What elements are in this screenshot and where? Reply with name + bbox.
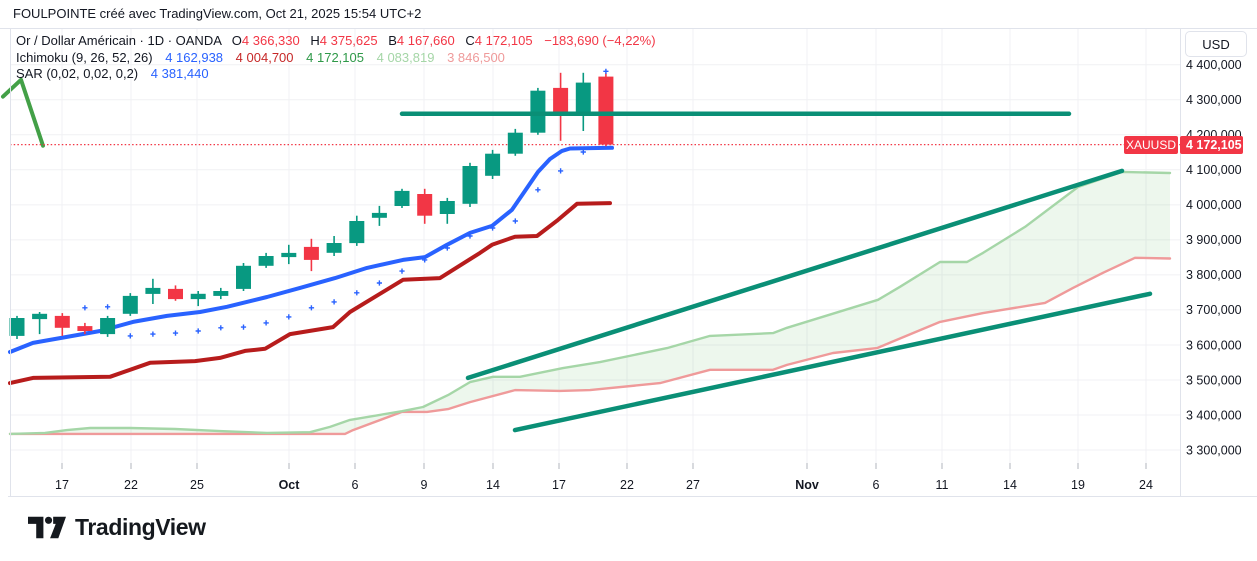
low-value: 4 167,660 xyxy=(396,33,455,48)
sar-dots xyxy=(82,68,609,339)
change-value: −183,690 (−4,22%) xyxy=(544,33,656,48)
symbol-legend-row[interactable]: Or / Dollar Américain · 1D · OANDA O4 36… xyxy=(16,33,656,50)
low-label: B xyxy=(388,33,397,48)
ichimoku-tenkan-line xyxy=(8,145,614,354)
last-price-symbol: XAUUSD xyxy=(1124,136,1178,154)
svg-text:17: 17 xyxy=(552,478,566,492)
tradingview-brand-text: TradingView xyxy=(75,514,206,540)
close-value: 4 172,105 xyxy=(474,33,533,48)
ichimoku-base-value: 4 004,700 xyxy=(235,49,294,65)
svg-text:Nov: Nov xyxy=(795,478,819,492)
svg-text:6: 6 xyxy=(352,478,359,492)
panel-borders xyxy=(0,28,1257,497)
time-axis[interactable]: 17 22 25 Oct 6 9 14 17 22 27 Nov 6 11 14 19 24 xyxy=(55,478,1153,492)
svg-text:3 600,000: 3 600,000 xyxy=(1186,338,1242,352)
svg-text:27: 27 xyxy=(686,478,700,492)
svg-text:6: 6 xyxy=(873,478,880,492)
svg-text:17: 17 xyxy=(55,478,69,492)
svg-text:4 400,000: 4 400,000 xyxy=(1186,58,1242,72)
svg-text:3 700,000: 3 700,000 xyxy=(1186,303,1242,317)
svg-text:22: 22 xyxy=(124,478,138,492)
ichimoku-conversion-value: 4 162,938 xyxy=(165,49,224,65)
svg-text:3 800,000: 3 800,000 xyxy=(1186,268,1242,282)
grid xyxy=(10,28,1180,469)
svg-text:3 400,000: 3 400,000 xyxy=(1186,408,1242,422)
tradingview-footer-logo[interactable]: TradingView xyxy=(28,514,206,541)
high-label: H xyxy=(310,33,320,48)
svg-text:4 300,000: 4 300,000 xyxy=(1186,93,1242,107)
candles xyxy=(9,72,614,339)
svg-text:4 000,000: 4 000,000 xyxy=(1186,198,1242,212)
ichimoku-lagging-value: 4 172,105 xyxy=(306,49,364,65)
last-price-label: XAUUSD 4 172,105 xyxy=(1124,136,1243,154)
svg-text:4 100,000: 4 100,000 xyxy=(1186,163,1242,177)
ichimoku-label: Ichimoku (9, 26, 52, 26) xyxy=(16,49,153,65)
close-label: C xyxy=(465,33,475,48)
svg-text:19: 19 xyxy=(1071,478,1085,492)
last-price-value: 4 172,105 xyxy=(1180,136,1243,154)
svg-text:14: 14 xyxy=(486,478,500,492)
svg-text:Oct: Oct xyxy=(279,478,301,492)
svg-text:11: 11 xyxy=(936,478,949,492)
svg-text:14: 14 xyxy=(1003,478,1017,492)
ichimoku-lead1-value: 4 083,819 xyxy=(376,49,435,65)
trendline-drawings[interactable] xyxy=(399,111,1153,433)
svg-text:3 300,000: 3 300,000 xyxy=(1186,443,1242,457)
tradingview-logo-icon xyxy=(28,516,66,539)
high-value: 4 375,625 xyxy=(319,33,378,48)
svg-text:3 500,000: 3 500,000 xyxy=(1186,373,1242,387)
open-value: 4 366,330 xyxy=(241,33,300,48)
symbol-title: Or / Dollar Américain · 1D · OANDA xyxy=(16,33,222,48)
sar-value: 4 381,440 xyxy=(150,66,209,81)
sar-legend-row[interactable]: SAR (0,02, 0,02, 0,2) 4 381,440 xyxy=(16,66,656,83)
ichimoku-kijun-line xyxy=(8,201,612,386)
currency-unit-button[interactable]: USD xyxy=(1185,31,1247,57)
sar-label: SAR (0,02, 0,02, 0,2) xyxy=(16,66,139,81)
ichimoku-lead2-value: 3 846,500 xyxy=(447,49,505,65)
ichimoku-chikou-line xyxy=(1,77,45,148)
svg-text:3 900,000: 3 900,000 xyxy=(1186,233,1242,247)
svg-text:9: 9 xyxy=(421,478,428,492)
ichimoku-cloud xyxy=(8,170,1172,436)
svg-text:24: 24 xyxy=(1139,478,1153,492)
open-label: O xyxy=(231,33,242,48)
svg-text:22: 22 xyxy=(620,478,634,492)
chart-legend: Or / Dollar Américain · 1D · OANDA O4 36… xyxy=(16,33,656,83)
screenshot-watermark-header: FOULPOINTE créé avec TradingView.com, Oc… xyxy=(13,6,422,21)
ichimoku-legend-row[interactable]: Ichimoku (9, 26, 52, 26) 4 162,938 4 004… xyxy=(16,50,656,67)
svg-text:25: 25 xyxy=(190,478,204,492)
